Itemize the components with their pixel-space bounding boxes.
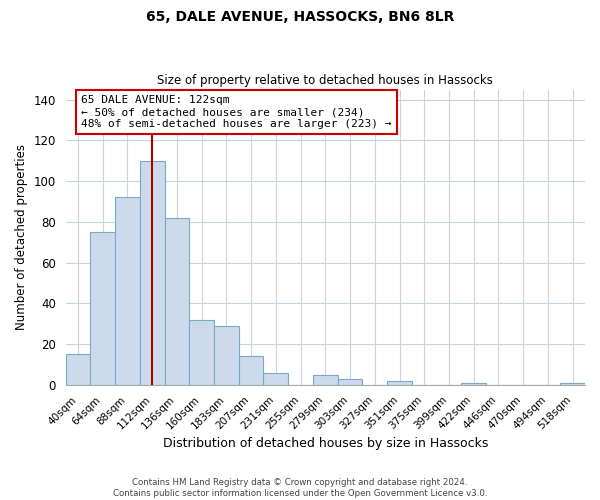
Bar (461, 383, 486, 385)
Bar (164, 218, 190, 385)
Bar (560, 383, 585, 385)
Bar (91, 232, 115, 385)
Bar (387, 381, 412, 385)
Bar (115, 198, 140, 385)
Text: Contains HM Land Registry data © Crown copyright and database right 2024.
Contai: Contains HM Land Registry data © Crown c… (113, 478, 487, 498)
Title: Size of property relative to detached houses in Hassocks: Size of property relative to detached ho… (157, 74, 493, 87)
X-axis label: Distribution of detached houses by size in Hassocks: Distribution of detached houses by size … (163, 437, 488, 450)
Bar (214, 326, 239, 385)
Bar (140, 161, 164, 385)
Text: 65 DALE AVENUE: 122sqm
← 50% of detached houses are smaller (234)
48% of semi-de: 65 DALE AVENUE: 122sqm ← 50% of detached… (81, 96, 392, 128)
Text: 65, DALE AVENUE, HASSOCKS, BN6 8LR: 65, DALE AVENUE, HASSOCKS, BN6 8LR (146, 10, 454, 24)
Bar (65, 354, 91, 385)
Bar (239, 356, 263, 385)
Bar (263, 372, 288, 385)
Bar (190, 320, 214, 385)
Bar (338, 379, 362, 385)
Y-axis label: Number of detached properties: Number of detached properties (15, 144, 28, 330)
Bar (313, 374, 338, 385)
